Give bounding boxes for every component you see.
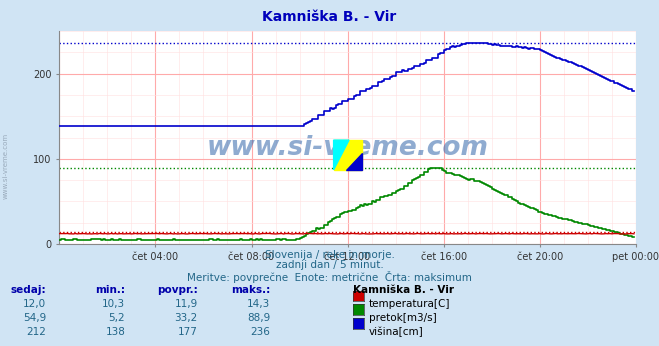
Text: Slovenija / reke in morje.: Slovenija / reke in morje. (264, 250, 395, 260)
Text: 236: 236 (250, 327, 270, 337)
Text: Kamniška B. - Vir: Kamniška B. - Vir (353, 285, 453, 295)
Text: sedaj:: sedaj: (11, 285, 46, 295)
Text: 11,9: 11,9 (175, 299, 198, 309)
Text: 33,2: 33,2 (175, 313, 198, 323)
Text: 10,3: 10,3 (102, 299, 125, 309)
Text: 88,9: 88,9 (247, 313, 270, 323)
Text: temperatura[C]: temperatura[C] (369, 299, 451, 309)
Text: www.si-vreme.com: www.si-vreme.com (207, 135, 488, 161)
Text: 177: 177 (178, 327, 198, 337)
Text: 138: 138 (105, 327, 125, 337)
Text: 12,0: 12,0 (23, 299, 46, 309)
Text: www.si-vreme.com: www.si-vreme.com (2, 133, 9, 199)
Text: pretok[m3/s]: pretok[m3/s] (369, 313, 437, 323)
Text: 54,9: 54,9 (23, 313, 46, 323)
Text: 5,2: 5,2 (109, 313, 125, 323)
Text: Kamniška B. - Vir: Kamniška B. - Vir (262, 10, 397, 24)
Text: 14,3: 14,3 (247, 299, 270, 309)
Text: višina[cm]: višina[cm] (369, 327, 424, 337)
Text: 212: 212 (26, 327, 46, 337)
Text: povpr.:: povpr.: (157, 285, 198, 295)
Polygon shape (346, 154, 362, 170)
Polygon shape (333, 140, 349, 170)
Text: min.:: min.: (95, 285, 125, 295)
Bar (333, 140, 362, 170)
Text: maks.:: maks.: (231, 285, 270, 295)
Text: Meritve: povprečne  Enote: metrične  Črta: maksimum: Meritve: povprečne Enote: metrične Črta:… (187, 271, 472, 283)
Text: zadnji dan / 5 minut.: zadnji dan / 5 minut. (275, 260, 384, 270)
